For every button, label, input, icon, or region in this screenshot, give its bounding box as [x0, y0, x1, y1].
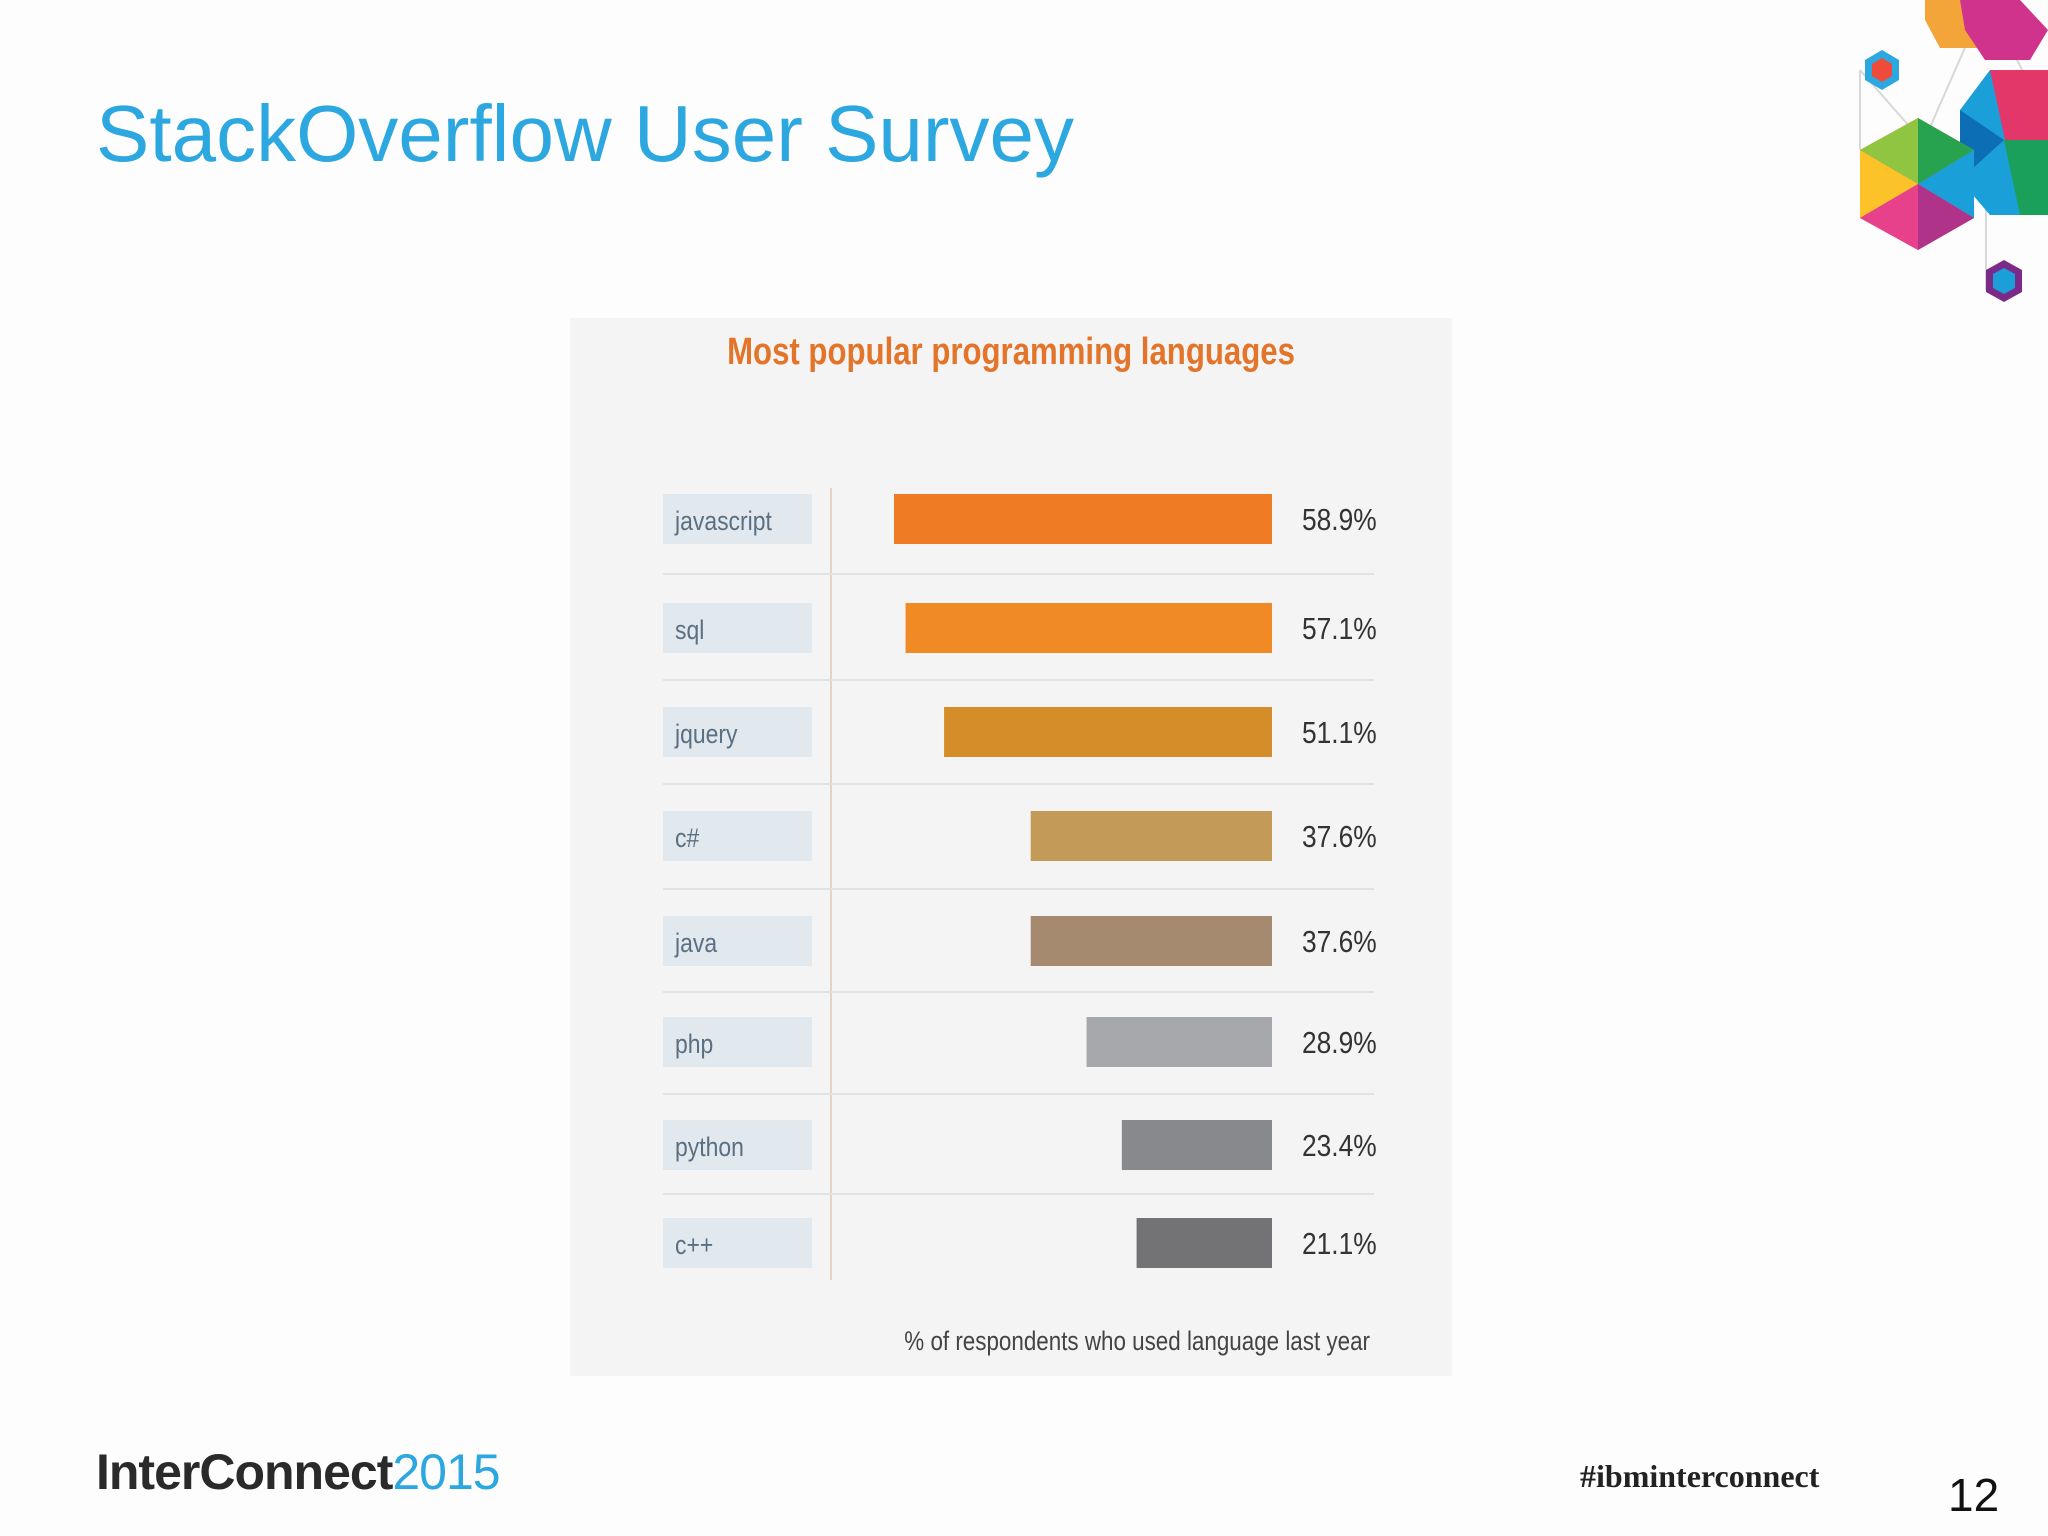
- slide-title: StackOverflow User Survey: [96, 89, 1075, 178]
- brand-year: 2015: [392, 1444, 500, 1500]
- value-label: 37.6%: [1302, 925, 1377, 959]
- bar: [1030, 916, 1272, 966]
- value-label: 51.1%: [1302, 716, 1377, 750]
- category-label-box: [663, 1218, 812, 1268]
- bar: [944, 707, 1272, 757]
- brand-logo: InterConnect2015: [96, 1443, 501, 1501]
- page-number: 12: [1948, 1469, 2000, 1521]
- value-label: 28.9%: [1302, 1026, 1377, 1060]
- category-label-box: [663, 494, 812, 544]
- x-axis-label: % of respondents who used language last …: [904, 1327, 1370, 1356]
- bar: [1030, 811, 1272, 861]
- category-label-box: [663, 916, 812, 966]
- brand-name: InterConnect: [96, 1444, 393, 1500]
- bar-chart: javascript 58.9% sql 57.1% jquery 51.1% c# 37.6…: [663, 488, 1377, 1357]
- hexagon-decoration-icon: [1859, 0, 2048, 302]
- bar: [1086, 1017, 1272, 1067]
- value-label: 23.4%: [1302, 1129, 1377, 1163]
- category-label: java: [674, 928, 717, 958]
- category-label: php: [675, 1029, 713, 1059]
- value-label: 58.9%: [1302, 503, 1377, 537]
- category-label-box: [663, 811, 812, 861]
- category-label: jquery: [674, 719, 738, 749]
- category-label: python: [675, 1132, 744, 1162]
- bar: [894, 494, 1272, 544]
- category-label: sql: [675, 615, 704, 645]
- bar: [1121, 1120, 1272, 1170]
- category-label-box: [663, 1017, 812, 1067]
- chart-title: Most popular programming languages: [727, 331, 1295, 373]
- category-label: c++: [675, 1230, 713, 1260]
- category-label-box: [663, 1120, 812, 1170]
- category-label-box: [663, 603, 812, 653]
- category-label-box: [663, 707, 812, 757]
- bar: [1136, 1218, 1272, 1268]
- chart-panel: javascript 58.9% sql 57.1% jquery 51.1% c# 37.6…: [570, 318, 1452, 1376]
- value-label: 21.1%: [1302, 1227, 1377, 1261]
- category-label: javascript: [674, 506, 772, 536]
- bar: [905, 603, 1272, 653]
- value-label: 37.6%: [1302, 820, 1377, 854]
- category-label: c#: [675, 823, 699, 853]
- value-label: 57.1%: [1302, 612, 1377, 646]
- hashtag: #ibminterconnect: [1580, 1458, 1820, 1494]
